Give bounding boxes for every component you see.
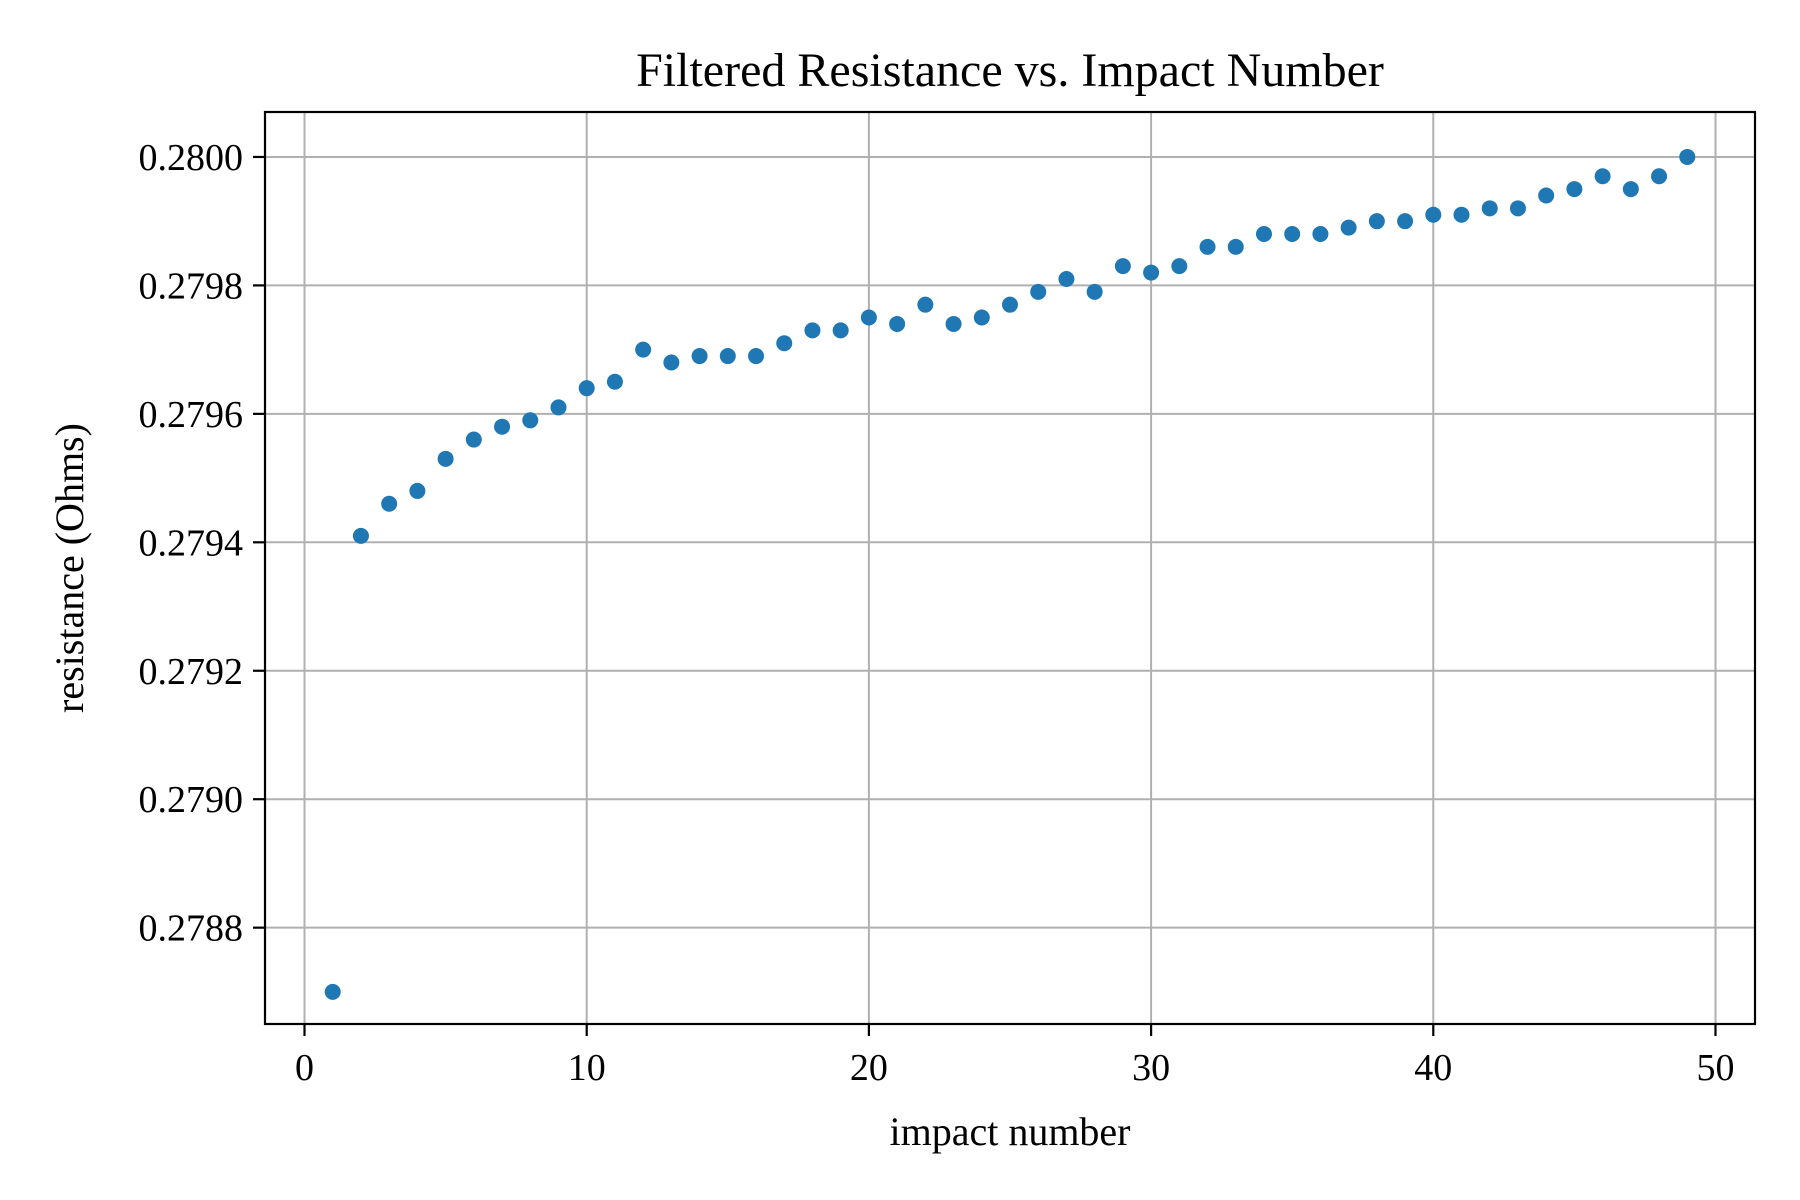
- data-point: [1284, 226, 1301, 243]
- data-point: [1086, 283, 1103, 300]
- data-point: [1143, 264, 1160, 281]
- data-point: [1199, 238, 1216, 255]
- data-point: [1566, 181, 1583, 198]
- data-point: [1227, 238, 1244, 255]
- x-axis-ticks: 0 10 20 30 40 50: [295, 1024, 1734, 1089]
- y-tick-label: 0.2800: [139, 137, 244, 179]
- data-point: [465, 431, 482, 448]
- y-tick-label: 0.2792: [139, 651, 244, 693]
- plot-area-frame: [263, 110, 1757, 1026]
- data-point: [1425, 206, 1442, 223]
- chart-title: Filtered Resistance vs. Impact Number: [636, 44, 1384, 97]
- data-point: [324, 983, 341, 1000]
- x-tick-label: 10: [568, 1047, 606, 1089]
- data-point: [917, 296, 934, 313]
- data-point: [1030, 283, 1047, 300]
- y-axis-ticks: 0.2788 0.2790 0.2792 0.2794 0.2796 0.2798 0.28…: [139, 137, 265, 950]
- data-point: [1340, 219, 1357, 236]
- data-point: [1058, 270, 1075, 287]
- data-point: [945, 315, 962, 332]
- data-point: [606, 373, 623, 390]
- data-point: [635, 341, 652, 358]
- y-tick-label: 0.2794: [139, 522, 244, 564]
- data-point: [776, 335, 793, 352]
- data-point: [1171, 258, 1188, 275]
- data-point: [352, 527, 369, 544]
- data-points: [324, 148, 1696, 1000]
- x-tick-label: 0: [295, 1047, 314, 1089]
- data-point: [719, 348, 736, 365]
- data-point: [409, 482, 426, 499]
- data-point: [1622, 181, 1639, 198]
- data-point: [860, 309, 877, 326]
- data-point: [1255, 226, 1272, 243]
- data-point: [1509, 200, 1526, 217]
- data-point: [1679, 148, 1696, 165]
- x-tick-label: 30: [1132, 1047, 1170, 1089]
- x-tick-label: 50: [1696, 1047, 1734, 1089]
- grid-lines: [265, 112, 1755, 1024]
- data-point: [691, 348, 708, 365]
- y-tick-label: 0.2798: [139, 265, 244, 307]
- data-point: [381, 495, 398, 512]
- data-point: [494, 418, 511, 435]
- data-point: [437, 450, 454, 467]
- data-point: [663, 354, 680, 371]
- data-point: [832, 322, 849, 339]
- data-point: [804, 322, 821, 339]
- data-point: [578, 380, 595, 397]
- data-point: [522, 412, 539, 429]
- data-point: [1114, 258, 1131, 275]
- data-point: [748, 348, 765, 365]
- data-point: [1002, 296, 1018, 313]
- y-tick-label: 0.2796: [139, 394, 244, 436]
- data-point: [1594, 168, 1611, 185]
- y-tick-label: 0.2790: [139, 779, 244, 821]
- data-point: [1368, 213, 1385, 230]
- data-point: [973, 309, 990, 326]
- y-axis-label: resistance (Ohms): [47, 423, 92, 713]
- x-axis-label: impact number: [889, 1109, 1130, 1154]
- data-point: [1651, 168, 1668, 185]
- data-point: [550, 399, 567, 416]
- data-point: [1481, 200, 1498, 217]
- data-point: [1538, 187, 1555, 204]
- data-point: [1397, 213, 1414, 230]
- y-tick-label: 0.2788: [139, 908, 244, 950]
- x-tick-label: 40: [1414, 1047, 1452, 1089]
- data-point: [1453, 206, 1470, 223]
- data-point: [889, 315, 906, 332]
- data-point: [1312, 226, 1329, 243]
- x-tick-label: 20: [850, 1047, 888, 1089]
